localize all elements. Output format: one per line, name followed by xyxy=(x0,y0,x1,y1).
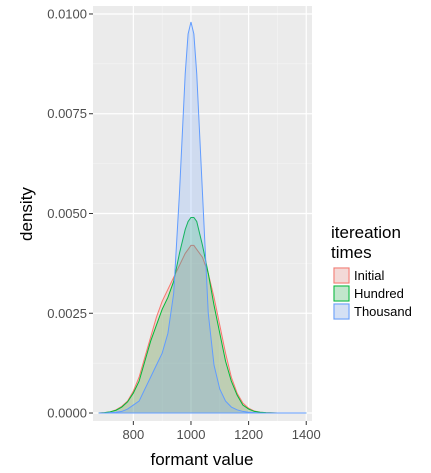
x-tick-label: 800 xyxy=(122,427,144,442)
legend-title-line2: times xyxy=(331,243,372,262)
legend-label-hundred: Hundred xyxy=(354,286,404,301)
y-axis-ticks: 0.0000 0.0025 0.0050 0.0075 0.0100 xyxy=(47,6,93,421)
legend-items: Initial Hundred Thousand xyxy=(333,267,412,320)
legend-key-thousand xyxy=(333,303,350,320)
legend-key-initial xyxy=(333,267,350,284)
grid-layer xyxy=(93,6,312,421)
legend-title-line1: itereation xyxy=(331,223,401,242)
legend-key-hundred xyxy=(333,285,350,302)
density-area-hundred xyxy=(98,216,307,414)
x-tick-label: 1200 xyxy=(234,427,263,442)
y-tick-label: 0.0000 xyxy=(47,406,87,421)
density-areas xyxy=(98,21,307,414)
y-tick-label: 0.0100 xyxy=(47,6,87,21)
x-axis-ticks: 800 1000 1200 1400 xyxy=(122,421,321,442)
y-tick-label: 0.0075 xyxy=(47,106,87,121)
legend-label-initial: Initial xyxy=(354,268,384,283)
legend-key-background xyxy=(333,285,350,302)
y-axis-title: density xyxy=(17,187,36,241)
legend-key-background xyxy=(333,303,350,320)
legend-key-background xyxy=(333,267,350,284)
x-axis-title: formant value xyxy=(151,450,254,469)
legend: itereation times Initial Hundred Thousand xyxy=(331,223,412,320)
x-tick-label: 1400 xyxy=(292,427,321,442)
y-tick-label: 0.0025 xyxy=(47,306,87,321)
y-tick-label: 0.0050 xyxy=(47,206,87,221)
x-tick-label: 1000 xyxy=(177,427,206,442)
legend-label-thousand: Thousand xyxy=(354,304,412,319)
density-area-thousand xyxy=(98,21,307,414)
